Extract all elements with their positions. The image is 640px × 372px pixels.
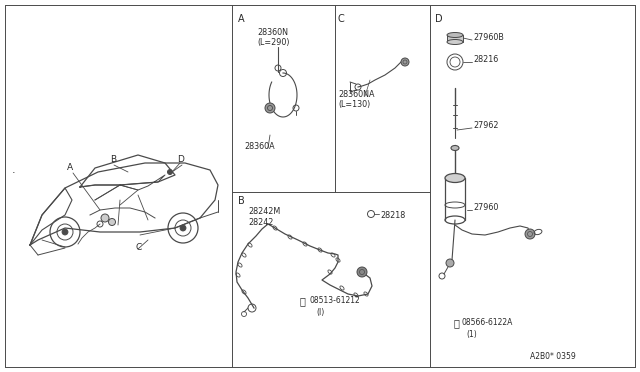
Circle shape (109, 218, 115, 225)
Text: 08513-61212: 08513-61212 (310, 296, 361, 305)
Text: (L=290): (L=290) (257, 38, 289, 47)
Text: B: B (238, 196, 244, 206)
Text: C: C (135, 244, 141, 253)
Circle shape (62, 229, 68, 235)
Text: 28360A: 28360A (244, 142, 275, 151)
Ellipse shape (447, 32, 463, 38)
Text: 27962: 27962 (473, 121, 499, 129)
Ellipse shape (451, 145, 459, 151)
Text: A2B0* 0359: A2B0* 0359 (530, 352, 576, 361)
Circle shape (446, 259, 454, 267)
Text: (L=130): (L=130) (338, 100, 371, 109)
Ellipse shape (445, 173, 465, 183)
Circle shape (168, 170, 173, 174)
Text: D: D (177, 155, 184, 164)
Text: 28242M: 28242M (248, 207, 280, 216)
Text: 28242: 28242 (248, 218, 273, 227)
Text: Ⓢ: Ⓢ (300, 296, 306, 306)
Circle shape (180, 225, 186, 231)
Text: 28218: 28218 (380, 211, 405, 220)
Text: A: A (238, 14, 244, 24)
Text: Ⓢ: Ⓢ (454, 318, 460, 328)
Text: B: B (110, 155, 116, 164)
Circle shape (401, 58, 409, 66)
Bar (447, 35, 463, 42)
Text: 08566-6122A: 08566-6122A (462, 318, 513, 327)
Circle shape (525, 229, 535, 239)
Ellipse shape (447, 39, 463, 45)
Text: 28360NA: 28360NA (338, 90, 374, 99)
Text: D: D (435, 14, 443, 24)
Text: A: A (67, 164, 73, 173)
Text: C: C (337, 14, 344, 24)
Text: 28216: 28216 (473, 55, 499, 64)
Text: (1): (1) (466, 330, 477, 339)
Circle shape (265, 103, 275, 113)
Text: .: . (12, 165, 15, 175)
Text: (I): (I) (316, 308, 324, 317)
Text: 27960: 27960 (473, 202, 499, 212)
Circle shape (101, 214, 109, 222)
Text: 28360N: 28360N (257, 28, 288, 37)
Text: 27960B: 27960B (473, 32, 504, 42)
Circle shape (357, 267, 367, 277)
